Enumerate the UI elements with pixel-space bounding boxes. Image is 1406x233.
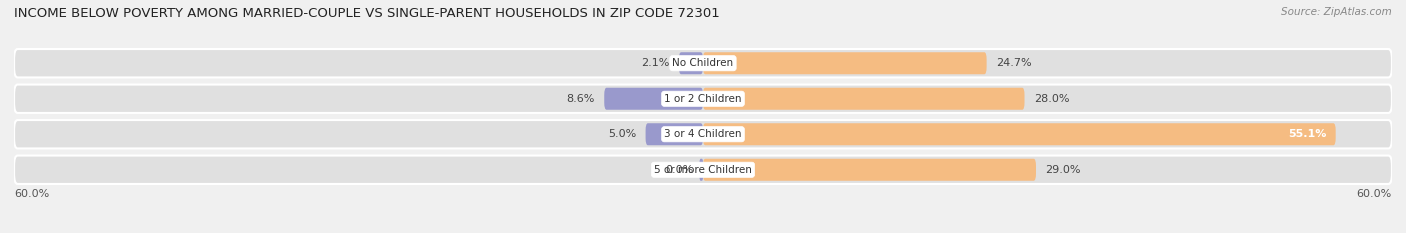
Text: Source: ZipAtlas.com: Source: ZipAtlas.com [1281,7,1392,17]
FancyBboxPatch shape [14,49,1392,77]
FancyBboxPatch shape [703,88,1025,110]
Text: 8.6%: 8.6% [567,94,595,104]
Text: 0.0%: 0.0% [665,165,693,175]
Text: 24.7%: 24.7% [995,58,1032,68]
Text: 60.0%: 60.0% [14,189,49,199]
Text: 28.0%: 28.0% [1033,94,1069,104]
Text: 3 or 4 Children: 3 or 4 Children [664,129,742,139]
Text: 55.1%: 55.1% [1288,129,1326,139]
Text: INCOME BELOW POVERTY AMONG MARRIED-COUPLE VS SINGLE-PARENT HOUSEHOLDS IN ZIP COD: INCOME BELOW POVERTY AMONG MARRIED-COUPL… [14,7,720,20]
FancyBboxPatch shape [700,159,703,181]
Text: 1 or 2 Children: 1 or 2 Children [664,94,742,104]
FancyBboxPatch shape [703,123,1336,145]
FancyBboxPatch shape [14,156,1392,184]
Text: 60.0%: 60.0% [1357,189,1392,199]
FancyBboxPatch shape [703,52,987,74]
Text: 5 or more Children: 5 or more Children [654,165,752,175]
FancyBboxPatch shape [14,85,1392,113]
Text: 5.0%: 5.0% [609,129,637,139]
FancyBboxPatch shape [605,88,703,110]
FancyBboxPatch shape [14,120,1392,148]
FancyBboxPatch shape [703,159,1036,181]
FancyBboxPatch shape [645,123,703,145]
Text: 29.0%: 29.0% [1045,165,1081,175]
FancyBboxPatch shape [679,52,703,74]
Text: 2.1%: 2.1% [641,58,669,68]
Text: No Children: No Children [672,58,734,68]
